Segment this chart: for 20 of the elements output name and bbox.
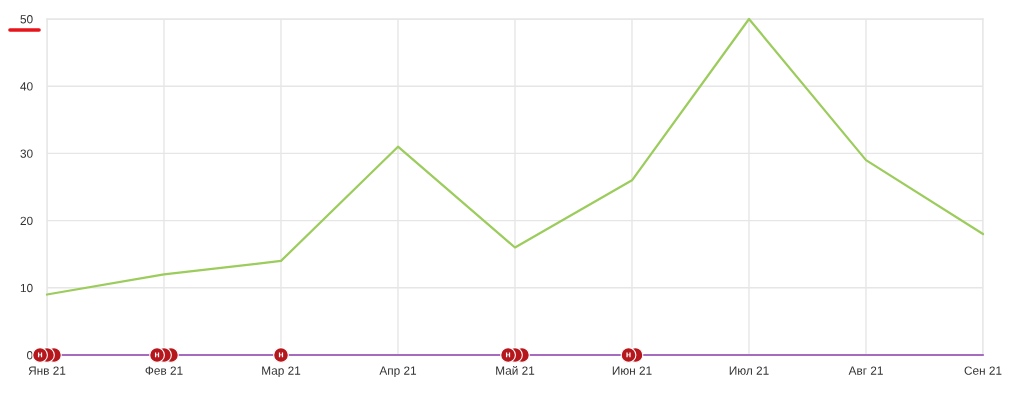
- x-tick-label: Фев 21: [145, 366, 183, 375]
- data-label: н: [505, 352, 511, 358]
- x-tick-label: Авг 21: [848, 366, 883, 375]
- x-tick-label: Май 21: [496, 365, 535, 375]
- data-label: н: [626, 352, 631, 358]
- y-tick-label: 0: [27, 351, 33, 360]
- x-tick-label: Мар 21: [262, 366, 301, 378]
- y-tick-label: 20: [20, 216, 33, 225]
- x-tick-label: Апр 21: [379, 366, 417, 378]
- data-label: н: [278, 352, 284, 358]
- y-tick-label: 50: [20, 15, 33, 24]
- data-label: н: [154, 352, 160, 358]
- x-tick-label: Июл 21: [729, 366, 769, 375]
- x-tick-label: Сен 21: [964, 366, 1002, 375]
- x-tick-label: Июн 21: [612, 366, 652, 375]
- y-tick-label: 40: [20, 82, 33, 91]
- data-label: н: [37, 352, 43, 358]
- x-tick-label: Янв 21: [28, 366, 66, 375]
- y-tick-label: 30: [20, 149, 33, 158]
- y-tick-label: 10: [20, 283, 33, 293]
